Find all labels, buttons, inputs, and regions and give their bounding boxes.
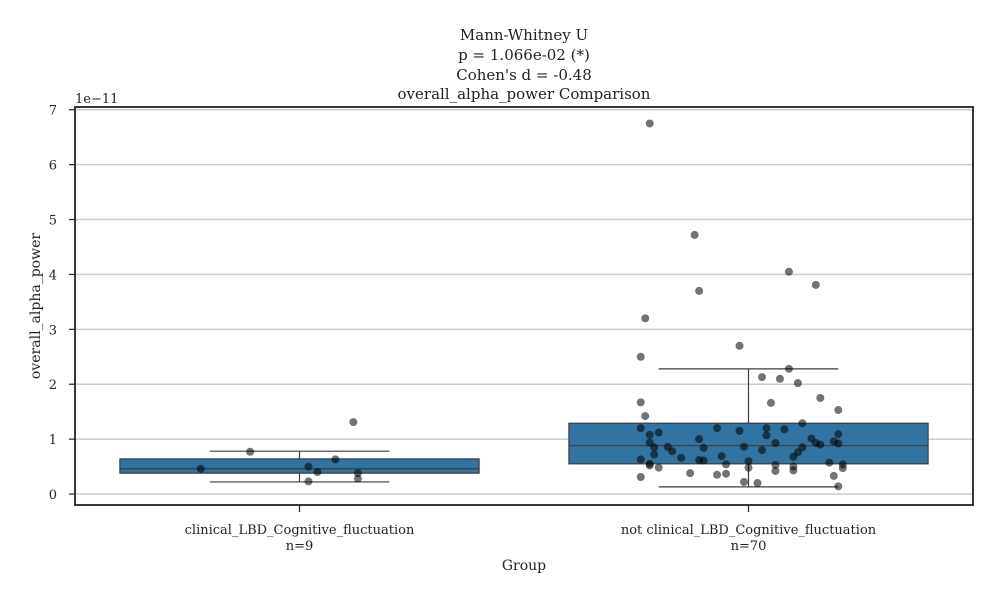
data-point-1-2	[784, 267, 793, 276]
data-point-0-2	[304, 462, 313, 471]
data-point-1-34	[816, 440, 825, 449]
data-point-1-11	[793, 379, 802, 388]
y-tick-label-4: 4	[49, 268, 57, 283]
data-point-1-3	[811, 280, 820, 289]
data-point-1-47	[636, 455, 645, 464]
data-point-0-4	[331, 455, 340, 464]
data-point-1-41	[668, 447, 677, 456]
data-point-1-70	[834, 482, 843, 491]
data-point-0-5	[353, 469, 362, 478]
data-point-1-53	[722, 460, 731, 469]
data-point-1-61	[789, 466, 798, 475]
title-line-comparison: overall_alpha_power Comparison	[398, 85, 651, 103]
plot-frame	[74, 106, 974, 506]
data-point-1-24	[645, 430, 654, 439]
data-point-1-31	[771, 438, 780, 447]
data-point-1-10	[775, 374, 784, 383]
data-point-1-46	[677, 453, 686, 462]
data-point-0-0	[246, 447, 255, 456]
data-point-1-27	[695, 435, 704, 444]
data-point-1-51	[825, 458, 834, 467]
data-point-1-63	[686, 469, 695, 478]
data-point-1-36	[740, 442, 749, 451]
data-point-1-60	[838, 464, 847, 473]
data-point-1-67	[636, 473, 645, 482]
data-point-0-1	[196, 464, 205, 473]
data-point-1-50	[744, 457, 753, 466]
data-point-1-68	[740, 477, 749, 486]
x-tick-count-1: n=70	[731, 539, 767, 554]
x-tick-count-0: n=9	[286, 539, 314, 554]
data-point-1-0	[645, 119, 654, 128]
data-point-1-8	[784, 364, 793, 373]
y-axis-ticks: 0 1 2 3 4 5 6 7	[49, 104, 75, 503]
data-point-0-8	[349, 418, 358, 427]
data-point-1-56	[645, 461, 654, 470]
y-tick-label-6: 6	[49, 159, 57, 174]
title-line-effect-size: Cohen's d = -0.48	[456, 66, 591, 84]
data-point-1-9	[757, 373, 766, 382]
data-point-1-17	[798, 419, 807, 428]
grid-lines	[75, 108, 973, 495]
data-point-1-39	[699, 443, 708, 452]
data-point-1-14	[766, 398, 775, 407]
box-0	[119, 458, 480, 474]
data-point-0-7	[304, 477, 313, 486]
x-tick-label-0: clinical_LBD_Cognitive_fluctuation	[185, 523, 415, 538]
data-point-1-5	[641, 314, 650, 323]
data-point-1-45	[789, 452, 798, 461]
data-point-1-6	[735, 341, 744, 350]
y-axis-label: overall_alpha_power	[28, 233, 44, 379]
data-point-1-16	[641, 412, 650, 421]
x-tick-label-1: not clinical_LBD_Cognitive_fluctuation	[621, 523, 877, 538]
data-point-1-19	[713, 424, 722, 433]
data-point-1-1	[690, 230, 699, 239]
data-point-1-58	[654, 463, 663, 472]
y-tick-label-1: 1	[49, 433, 57, 448]
data-point-1-13	[636, 398, 645, 407]
data-point-0-3	[313, 468, 322, 477]
data-point-1-40	[757, 446, 766, 455]
y-tick-label-7: 7	[49, 104, 57, 119]
data-point-1-18	[636, 424, 645, 433]
title-line-pvalue: p = 1.066e-02 (*)	[458, 46, 590, 64]
data-point-0-6	[353, 474, 362, 483]
data-point-1-22	[735, 426, 744, 435]
data-point-1-65	[713, 470, 722, 479]
data-point-1-55	[771, 460, 780, 469]
data-point-1-64	[722, 469, 731, 478]
y-tick-label-5: 5	[49, 214, 57, 229]
y-offset-text: 1e−11	[75, 92, 118, 107]
data-point-1-15	[834, 406, 843, 415]
y-tick-label-0: 0	[49, 488, 57, 503]
data-point-1-66	[829, 471, 838, 480]
data-point-1-33	[834, 439, 843, 448]
title-line-test: Mann-Whitney U	[460, 26, 588, 44]
x-axis-label: Group	[502, 558, 546, 574]
data-point-1-49	[699, 456, 708, 465]
data-point-1-20	[762, 424, 771, 433]
data-point-1-23	[654, 428, 663, 437]
strip-points	[196, 119, 847, 491]
data-point-1-43	[650, 450, 659, 459]
data-point-1-62	[771, 466, 780, 475]
chart-title: Mann-Whitney U p = 1.066e-02 (*) Cohen's…	[398, 26, 651, 103]
box-1	[568, 422, 929, 465]
y-tick-label-3: 3	[49, 323, 57, 338]
data-point-1-38	[650, 443, 659, 452]
data-point-1-21	[780, 425, 789, 434]
data-point-1-4	[695, 286, 704, 295]
y-tick-label-2: 2	[49, 378, 57, 393]
data-point-1-44	[717, 452, 726, 461]
data-point-1-69	[753, 479, 762, 488]
data-point-1-59	[744, 463, 753, 472]
data-point-1-12	[816, 393, 825, 402]
data-point-1-26	[762, 431, 771, 440]
data-point-1-25	[834, 430, 843, 439]
box-elements	[119, 368, 929, 488]
data-point-1-7	[636, 352, 645, 361]
